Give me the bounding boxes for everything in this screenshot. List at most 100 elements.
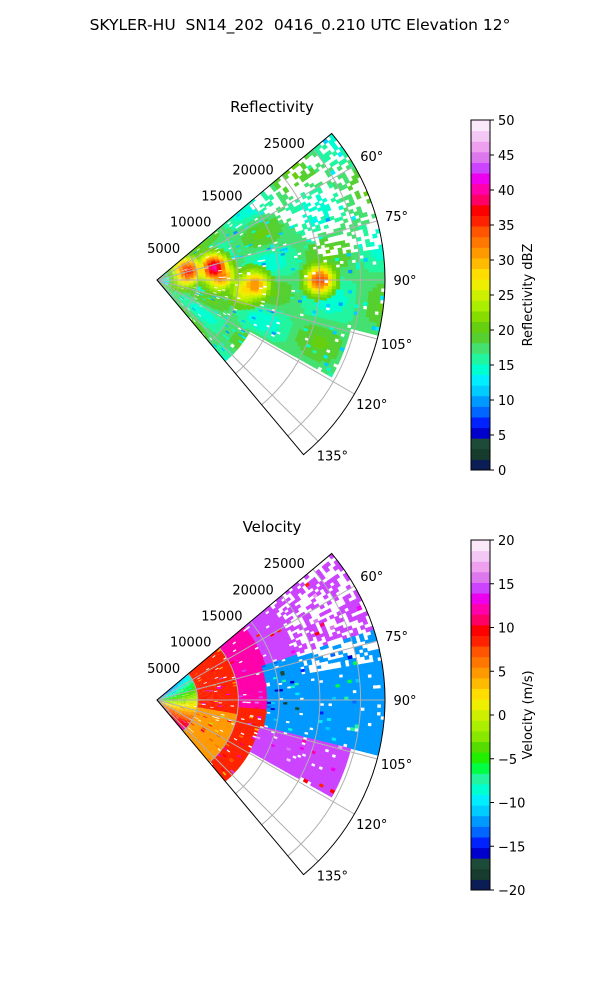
radar-gate: [332, 273, 337, 278]
radar-gate: [188, 251, 193, 255]
colorbar-swatch: [471, 289, 490, 301]
radar-gate: [180, 271, 185, 273]
radar-gate: [172, 272, 177, 275]
radar-gate: [252, 215, 258, 220]
radar-gate: [206, 661, 211, 666]
radar-gate: [236, 260, 242, 264]
radar-gate: [209, 323, 215, 328]
radar-gate: [172, 284, 177, 287]
radar-gate: [233, 230, 238, 235]
radar-gate: [245, 632, 251, 638]
radar-gate: [225, 290, 230, 293]
radar-gate: [248, 323, 254, 327]
radar-gate: [266, 605, 272, 611]
radar-gate: [233, 643, 239, 648]
colorbar-swatch: [471, 162, 490, 174]
radar-gate: [299, 274, 305, 278]
radar-gate: [365, 242, 371, 248]
radar-gate: [164, 283, 169, 286]
radar-gate: [235, 211, 240, 217]
radar-gate: [191, 267, 197, 270]
radar-gate: [224, 331, 229, 336]
radar-gate: [227, 236, 233, 241]
radar-gate: [331, 150, 338, 157]
radar-gate: [232, 222, 238, 227]
radar-gate: [286, 293, 292, 297]
radar-gate: [185, 262, 191, 266]
radar-gate: [198, 251, 203, 255]
radar-gate: [250, 328, 256, 333]
radar-gate: [279, 273, 284, 277]
radar-gate: [265, 212, 271, 218]
radar-gate: [238, 271, 243, 274]
radar-gate: [236, 294, 242, 297]
radar-gate: [232, 309, 238, 313]
radar-gate: [265, 333, 271, 338]
radar-gate: [245, 212, 251, 218]
radar-gate: [243, 313, 249, 318]
radar-gate: [278, 286, 284, 290]
radar-gate: [278, 288, 284, 292]
colorbar-tick-label: 30: [498, 254, 515, 269]
radar-gate: [241, 228, 247, 233]
radar-gate: [330, 255, 336, 260]
radar-gate: [311, 285, 317, 289]
radar-gate: [189, 278, 195, 280]
radar-gate: [199, 245, 204, 249]
radar-gate: [181, 300, 186, 304]
radar-gate: [287, 282, 292, 286]
radar-gate: [220, 336, 226, 341]
radar-gate: [239, 644, 244, 649]
radar-gate: [279, 624, 285, 630]
radar-gate: [184, 259, 189, 263]
radar-gate: [282, 286, 288, 290]
radar-gate: [200, 240, 205, 245]
radar-gate: [305, 255, 311, 260]
range-ring: [209, 227, 239, 343]
radar-gate: [207, 313, 213, 317]
radar-gate: [228, 216, 234, 222]
radar-gate: [201, 270, 206, 273]
radar-gate: [202, 260, 208, 264]
radar-gate: [241, 236, 247, 241]
radar-gate: [372, 233, 378, 239]
radar-gate: [195, 673, 200, 677]
radar-gate: [185, 282, 190, 284]
radar-gate: [338, 253, 344, 259]
radar-gate: [344, 280, 349, 284]
radar-gate: [203, 252, 208, 256]
radar-gate: [163, 692, 168, 696]
radar-gate: [209, 276, 215, 278]
radar-gate: [246, 318, 252, 322]
radar-gate: [262, 268, 268, 272]
radar-gate: [367, 261, 373, 266]
radar-gate: [278, 268, 284, 272]
colorbar-tick-label: 50: [498, 114, 515, 129]
radar-gate: [184, 287, 189, 290]
radar-gate: [219, 644, 225, 649]
radar-gate: [250, 238, 256, 243]
radar-gate: [173, 264, 177, 268]
radar-gate: [216, 345, 222, 351]
radar-gate: [204, 301, 210, 305]
radar-gate: [272, 317, 278, 322]
radar-gate: [170, 688, 175, 691]
radar-gate: [376, 264, 382, 270]
radar-gate: [199, 665, 204, 669]
radar-gate: [224, 262, 229, 265]
radar-gate: [217, 656, 223, 661]
colorbar-swatch: [471, 406, 490, 418]
radar-gate: [176, 274, 182, 276]
radar-gate: [323, 291, 329, 296]
reflectivity-panel: Reflectivity500010000150002000025000Mete…: [147, 98, 536, 479]
radar-gate: [224, 651, 230, 656]
radar-gate: [217, 235, 222, 240]
radar-gate: [183, 298, 188, 302]
radar-gate: [207, 261, 212, 264]
radar-gate: [217, 288, 223, 291]
radar-gate: [273, 327, 279, 332]
radar-gate: [200, 254, 205, 258]
radar-gate: [244, 258, 250, 262]
radar-gate: [235, 342, 241, 348]
radar-gate: [199, 666, 205, 670]
